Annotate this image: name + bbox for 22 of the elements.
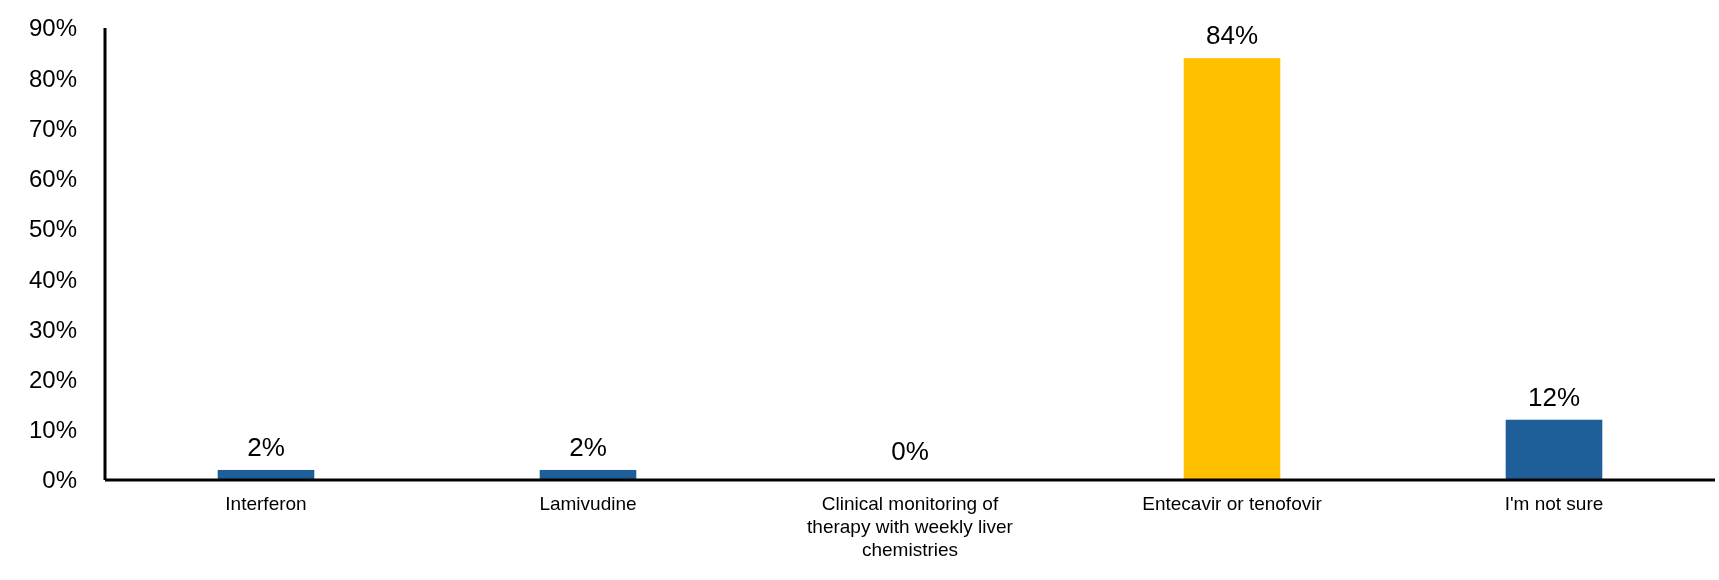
data-label: 2% [569,431,607,462]
bar [1505,419,1603,480]
x-tick-label: Lamivudine [539,493,637,514]
y-tick-label: 80% [28,64,77,92]
data-label: 84% [1205,20,1259,51]
y-tick-label: 40% [28,265,77,293]
data-label: 12% [1527,381,1581,412]
data-label: 0% [891,436,929,466]
y-tick-label: 10% [28,416,77,444]
y-tick-label: 20% [28,365,77,393]
y-tick-label: 0% [42,466,77,494]
data-label: 2% [247,431,285,462]
bar [1183,58,1281,480]
x-tick-label: Interferon [225,493,307,514]
y-tick-label: 60% [28,165,77,193]
x-tick-label: Entecavir or tenofovir [1142,493,1323,514]
x-tick-label: I'm not sure [1504,493,1604,514]
y-tick-label: 70% [28,114,77,142]
x-tick-label: Clinical monitoring of therapy with weekly liver chemistries [807,493,1014,560]
y-tick-label: 30% [28,315,77,343]
y-tick-label: 50% [28,215,77,243]
y-tick-label: 90% [28,14,77,42]
